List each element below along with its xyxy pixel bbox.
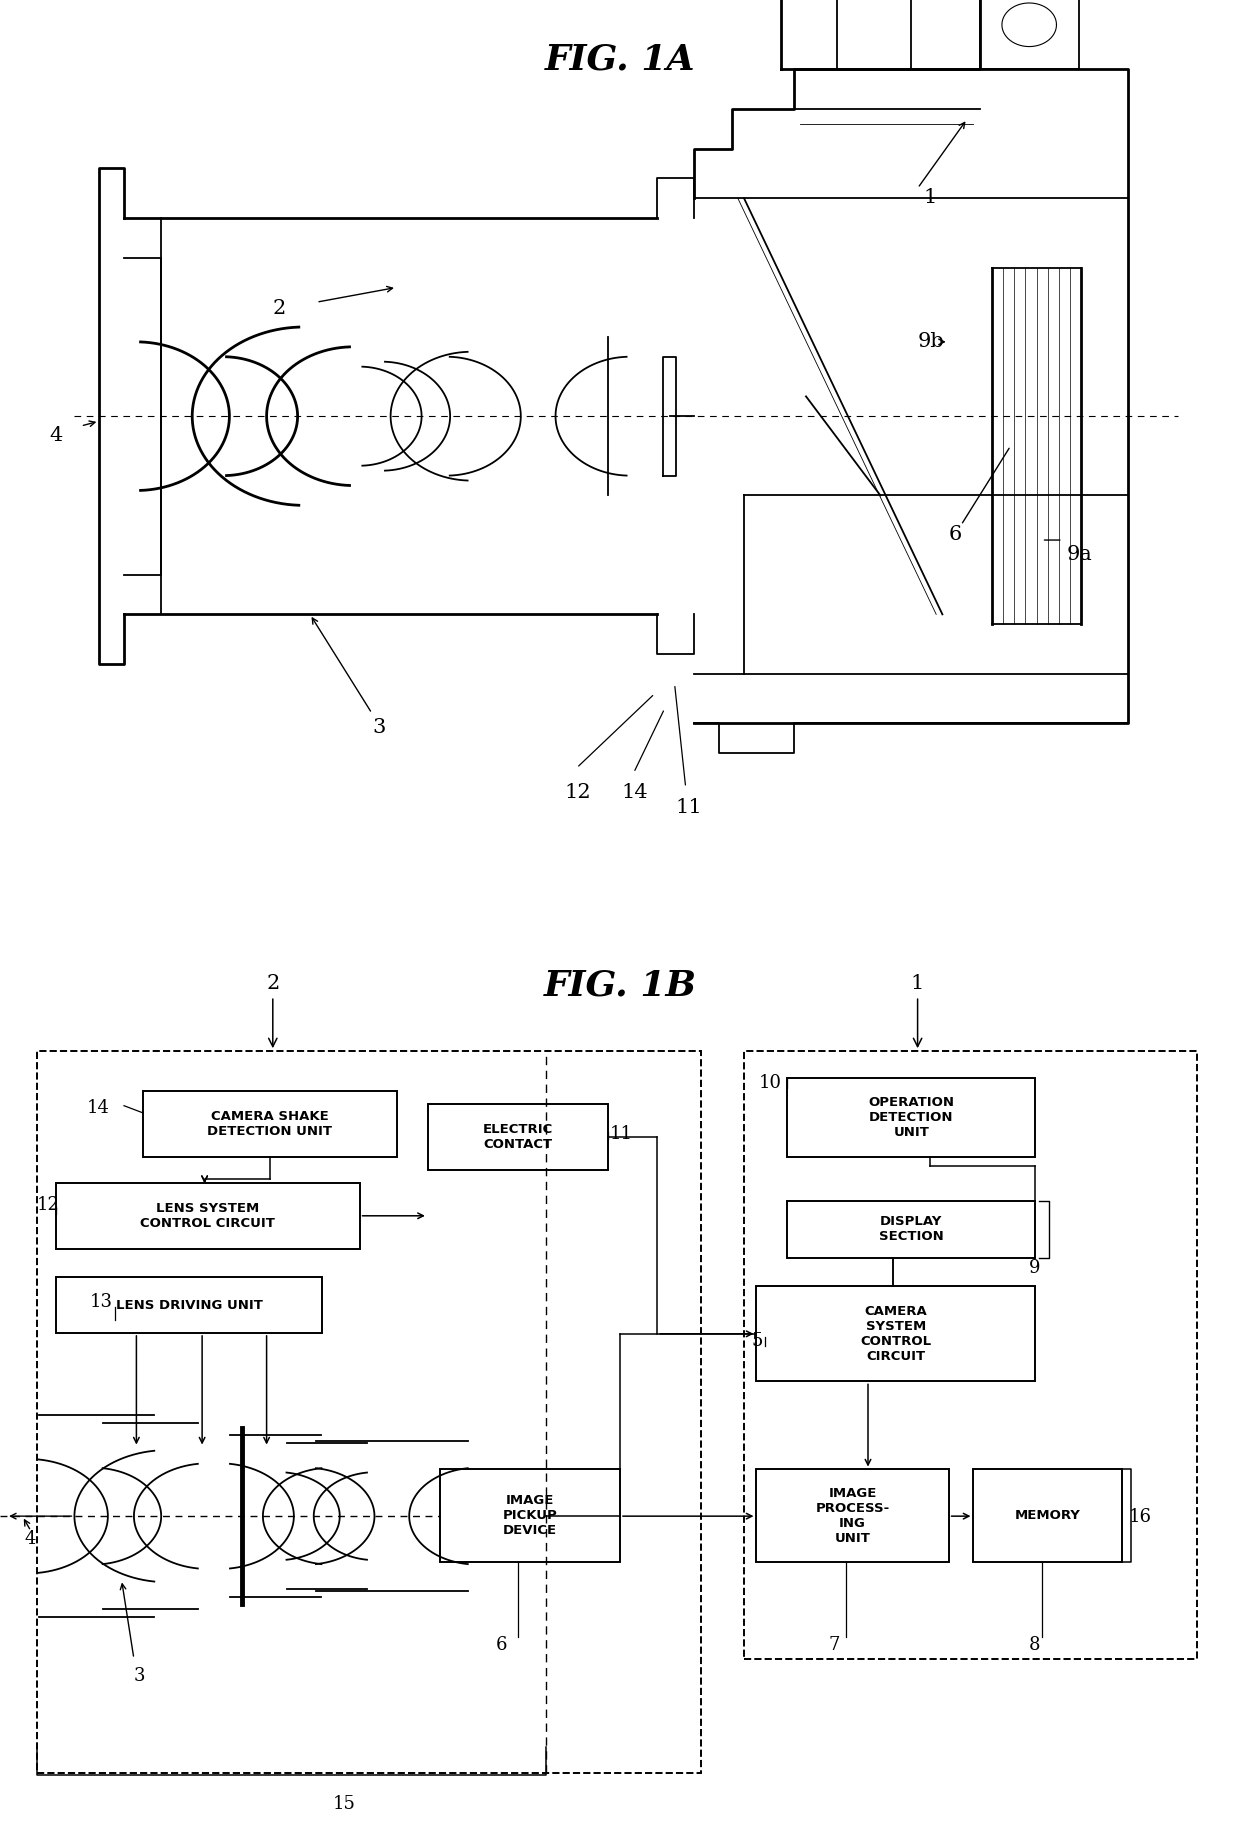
- Text: 14: 14: [87, 1099, 109, 1118]
- Text: 9a: 9a: [1066, 545, 1092, 563]
- Text: CAMERA SHAKE
DETECTION UNIT: CAMERA SHAKE DETECTION UNIT: [207, 1110, 332, 1138]
- Bar: [973, 1470, 1122, 1562]
- Bar: [56, 1277, 322, 1332]
- Text: IMAGE
PICKUP
DEVICE: IMAGE PICKUP DEVICE: [502, 1494, 558, 1538]
- Text: 3: 3: [134, 1666, 145, 1685]
- Text: FIG. 1B: FIG. 1B: [543, 969, 697, 1002]
- Text: 4: 4: [50, 426, 63, 444]
- Text: LENS DRIVING UNIT: LENS DRIVING UNIT: [115, 1299, 263, 1312]
- Bar: [756, 1470, 949, 1562]
- Text: 2: 2: [267, 974, 279, 1046]
- Text: 8: 8: [1029, 1637, 1040, 1653]
- Text: 11: 11: [676, 798, 703, 817]
- Text: LENS SYSTEM
CONTROL CIRCUIT: LENS SYSTEM CONTROL CIRCUIT: [140, 1202, 275, 1229]
- Bar: [744, 1051, 1197, 1659]
- Bar: [787, 1077, 1035, 1156]
- Text: CAMERA
SYSTEM
CONTROL
CIRCUIT: CAMERA SYSTEM CONTROL CIRCUIT: [861, 1305, 931, 1363]
- Text: 9: 9: [1029, 1259, 1040, 1277]
- Text: 9b: 9b: [918, 332, 944, 350]
- Text: 12: 12: [37, 1196, 60, 1213]
- Bar: [428, 1105, 608, 1171]
- Text: OPERATION
DETECTION
UNIT: OPERATION DETECTION UNIT: [868, 1095, 955, 1140]
- Bar: [143, 1090, 397, 1156]
- Text: 12: 12: [564, 784, 590, 802]
- Text: 6: 6: [949, 525, 962, 543]
- Text: 5: 5: [751, 1332, 763, 1351]
- Text: 16: 16: [1128, 1508, 1152, 1527]
- Bar: [37, 1051, 701, 1773]
- Bar: [756, 1286, 1035, 1382]
- Text: IMAGE
PROCESS-
ING
UNIT: IMAGE PROCESS- ING UNIT: [816, 1486, 889, 1545]
- Text: 6: 6: [496, 1637, 507, 1653]
- Text: 4: 4: [25, 1530, 36, 1549]
- Text: 7: 7: [828, 1637, 839, 1653]
- Bar: [440, 1470, 620, 1562]
- Text: 13: 13: [89, 1292, 113, 1310]
- Text: 1: 1: [911, 974, 924, 1046]
- Text: FIG. 1A: FIG. 1A: [544, 42, 696, 77]
- Text: 1: 1: [924, 189, 937, 207]
- Text: 2: 2: [273, 299, 286, 317]
- Bar: [56, 1184, 360, 1250]
- Bar: [787, 1200, 1035, 1259]
- Text: 10: 10: [759, 1073, 782, 1092]
- Text: DISPLAY
SECTION: DISPLAY SECTION: [879, 1215, 944, 1244]
- Text: 15: 15: [332, 1795, 355, 1813]
- Text: 11: 11: [610, 1125, 634, 1143]
- Text: 14: 14: [621, 784, 647, 802]
- Text: ELECTRIC
CONTACT: ELECTRIC CONTACT: [482, 1123, 553, 1151]
- Text: 3: 3: [372, 717, 386, 738]
- Text: MEMORY: MEMORY: [1014, 1508, 1081, 1523]
